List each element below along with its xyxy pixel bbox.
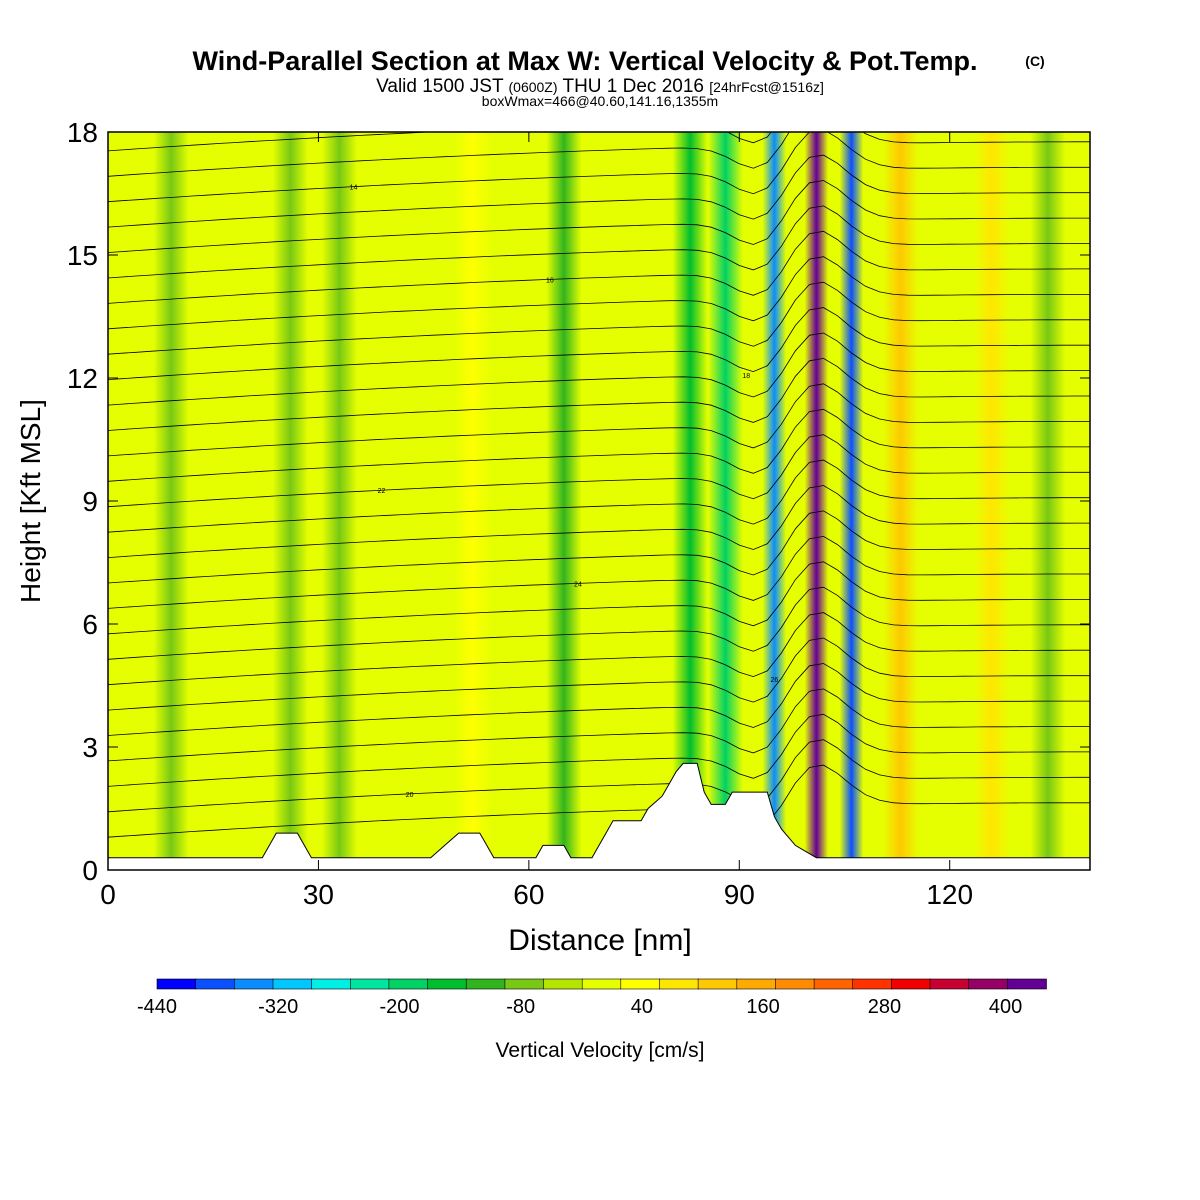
colorbar-swatch bbox=[813, 978, 854, 990]
theta-contour-line bbox=[108, 230, 1090, 304]
y-tick-label: 6 bbox=[82, 609, 98, 640]
colorbar-tick-label: -440 bbox=[137, 996, 177, 1018]
theta-contour-line bbox=[108, 586, 1090, 660]
colorbar-tick-label: 160 bbox=[746, 996, 779, 1018]
contour-label: 16 bbox=[546, 277, 554, 284]
terrain bbox=[107, 762, 1091, 871]
box-info: boxWmax=466@40.60,141.16,1355m bbox=[482, 93, 718, 109]
theta-contour-line bbox=[108, 154, 1090, 228]
y-axis: 0 3 6 9 12 15 18 bbox=[67, 117, 1090, 886]
colorbar-ticks: -440 -320 -200 -80 40 160 280 400 bbox=[137, 996, 1022, 1018]
colorbar-swatch bbox=[620, 978, 661, 990]
contour-label: 24 bbox=[574, 581, 582, 588]
colorbar-swatch bbox=[929, 978, 970, 990]
colorbar-swatch bbox=[234, 978, 274, 990]
y-tick-label: 18 bbox=[67, 117, 98, 148]
valid-time-line: Valid 1500 JST (0600Z) THU 1 Dec 2016 [2… bbox=[376, 76, 824, 97]
valid-utc: (0600Z) bbox=[509, 79, 558, 95]
theta-contour-line bbox=[108, 281, 1090, 355]
theta-contour-line bbox=[108, 663, 1090, 736]
contour-label: 26 bbox=[770, 677, 778, 684]
colorbar-tick-label: 40 bbox=[631, 996, 653, 1018]
theta-contour-line bbox=[108, 180, 1090, 253]
colorbar-swatch bbox=[388, 978, 429, 990]
colorbar-swatch bbox=[543, 978, 584, 990]
colorbar-swatch bbox=[852, 978, 893, 990]
colorbar-swatch bbox=[581, 978, 622, 990]
colorbar-label: Vertical Velocity [cm/s] bbox=[496, 1039, 705, 1062]
colorbar-swatch bbox=[968, 978, 1009, 990]
x-axis: 0 30 60 90 120 bbox=[100, 132, 973, 910]
colorbar-swatch bbox=[272, 978, 313, 990]
y-axis-label: Height [Kft MSL] bbox=[15, 399, 46, 603]
theta-contour-line bbox=[108, 307, 1090, 380]
theta-contour-line bbox=[108, 739, 1090, 813]
colorbar-swatch bbox=[195, 978, 236, 990]
valid-prefix: Valid 1500 JST bbox=[376, 76, 504, 97]
x-tick-label: 30 bbox=[303, 879, 334, 910]
x-tick-label: 90 bbox=[724, 879, 755, 910]
theta-contour-line bbox=[108, 485, 1090, 558]
contour-label: 14 bbox=[350, 185, 358, 192]
colorbar-tick-label: -200 bbox=[379, 996, 419, 1018]
theta-contour-line bbox=[108, 510, 1090, 584]
colorbar-swatch bbox=[775, 978, 815, 990]
forecast-info: [24hrFcst@1516z] bbox=[709, 79, 824, 95]
contour-label: 22 bbox=[378, 488, 386, 495]
theta-contour-line bbox=[108, 383, 1090, 457]
theta-contour-line bbox=[108, 205, 1090, 279]
x-tick-label: 60 bbox=[513, 879, 544, 910]
colorbar-swatch bbox=[504, 978, 545, 990]
theta-contour-line bbox=[108, 132, 1090, 203]
colorbar-swatch bbox=[427, 978, 468, 990]
contour-label: 18 bbox=[742, 373, 750, 380]
colorbar-swatch bbox=[659, 978, 700, 990]
colorbar-swatch bbox=[156, 978, 197, 990]
velocity-field bbox=[108, 132, 1090, 870]
theta-contour-line bbox=[108, 132, 772, 152]
colorbar bbox=[156, 978, 1047, 990]
theta-contour-line bbox=[108, 132, 1090, 177]
x-tick-label: 120 bbox=[926, 879, 973, 910]
theta-contour-line bbox=[108, 561, 1090, 635]
theta-contour-line bbox=[108, 332, 1090, 406]
x-tick-label: 0 bbox=[100, 879, 116, 910]
colorbar-swatch bbox=[736, 978, 777, 990]
theta-contour-line bbox=[108, 459, 1090, 533]
colorbar-swatch bbox=[465, 978, 506, 990]
colorbar-swatch bbox=[891, 978, 931, 990]
theta-contour-line bbox=[108, 612, 1090, 686]
theta-contour-line bbox=[108, 764, 1090, 838]
colorbar-swatch bbox=[311, 978, 352, 990]
theta-contour-line bbox=[108, 688, 1090, 762]
theta-contour-line bbox=[108, 357, 1090, 431]
colorbar-tick-label: -320 bbox=[258, 996, 298, 1018]
y-tick-label: 3 bbox=[82, 732, 98, 763]
y-tick-label: 9 bbox=[82, 486, 98, 517]
theta-contour-line bbox=[108, 408, 1090, 482]
colorbar-tick-label: 280 bbox=[868, 996, 901, 1018]
colorbar-tick-label: 400 bbox=[989, 996, 1022, 1018]
theta-contour-line bbox=[108, 434, 1090, 508]
chart-title: Wind-Parallel Section at Max W: Vertical… bbox=[193, 46, 978, 76]
colorbar-tick-label: -80 bbox=[506, 996, 535, 1018]
colorbar-swatch bbox=[1006, 978, 1047, 990]
theta-contour-line bbox=[108, 637, 1090, 711]
colorbar-swatch bbox=[697, 978, 738, 990]
copyright-mark: (C) bbox=[1025, 53, 1044, 69]
y-tick-label: 15 bbox=[67, 240, 98, 271]
theta-contour-line bbox=[108, 713, 1090, 787]
theta-contour-line bbox=[108, 535, 1090, 609]
contour-label: 20 bbox=[406, 792, 414, 799]
valid-date: THU 1 Dec 2016 bbox=[562, 76, 704, 97]
theta-contour-line bbox=[108, 256, 1090, 330]
colorbar-swatch bbox=[349, 978, 390, 990]
y-tick-label: 12 bbox=[67, 363, 98, 394]
y-tick-label: 0 bbox=[82, 855, 98, 886]
x-axis-label: Distance [nm] bbox=[508, 924, 691, 957]
